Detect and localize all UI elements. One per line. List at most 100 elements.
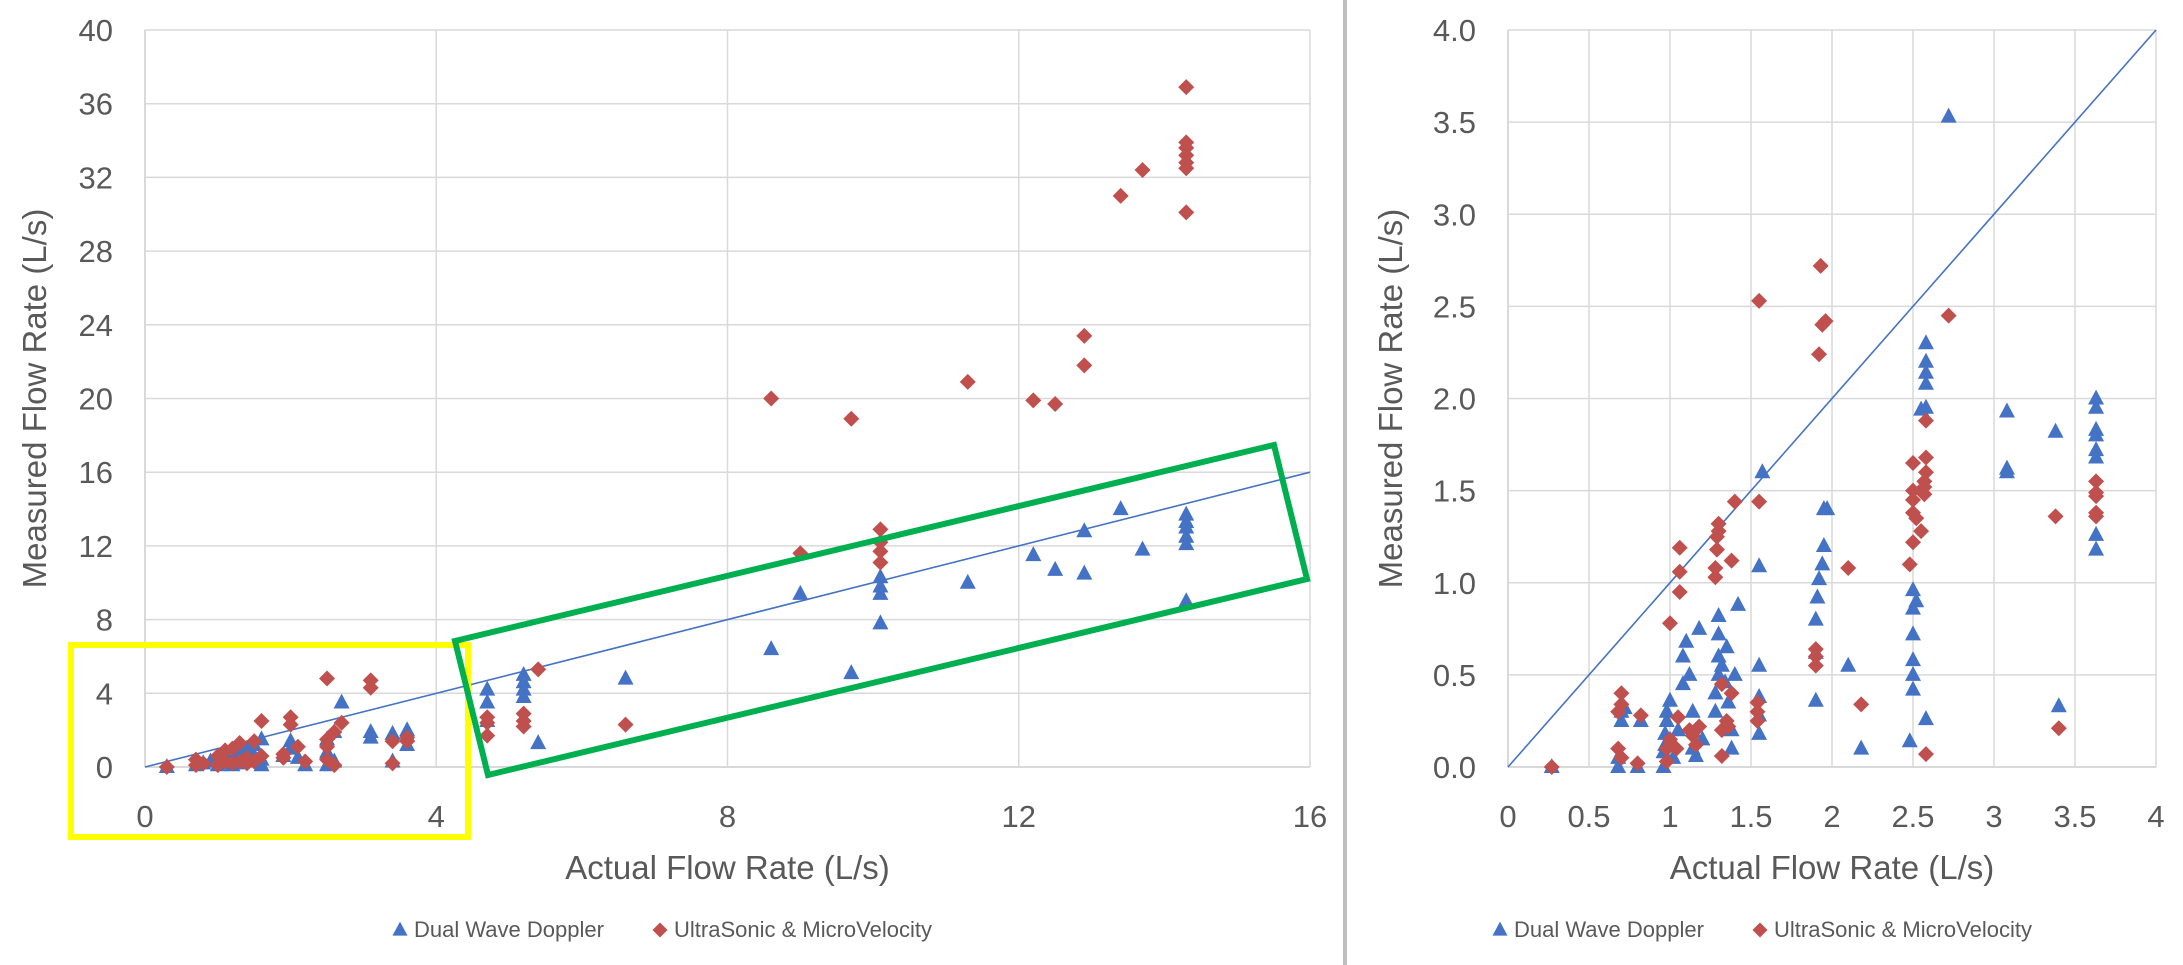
dual-wave-point (1707, 702, 1724, 718)
ultrasonic-point (1671, 583, 1688, 600)
x-tick-label: 4 (428, 799, 445, 834)
dual-wave-point (1674, 675, 1691, 691)
ultrasonic-point (479, 727, 496, 744)
x-tick-label: 2.5 (1891, 799, 1934, 834)
ultrasonic-point (1691, 718, 1708, 735)
dual-wave-point (1751, 724, 1768, 740)
ultrasonic-point (1811, 346, 1828, 363)
dual-wave-point (1613, 712, 1630, 727)
ultrasonic-point (289, 738, 306, 755)
y-tick-label: 3.5 (1433, 105, 1476, 140)
ultrasonic-point (1853, 696, 1870, 713)
highlight-low-flow-box (68, 642, 471, 840)
ultrasonic-point (282, 716, 299, 733)
legend-label-ultrasonic: UltraSonic & MicroVelocity (674, 917, 932, 942)
y-tick-label: 32 (79, 160, 113, 195)
ultrasonic-point (2088, 504, 2105, 521)
chart-low-range-zoom: 0.0 0.5 1.0 1.5 2.0 2.5 3.0 3.5 4.0 0 0.5 1 1.5 2 2.5… (1372, 13, 2165, 942)
dual-wave-point (479, 693, 496, 709)
ultrasonic-point (1905, 454, 1921, 471)
ultrasonic-point (1178, 79, 1195, 96)
dual-wave-point (479, 680, 496, 696)
dual-wave-point (515, 665, 532, 681)
y-tick-label: 0.0 (1433, 750, 1476, 785)
ultrasonic-point (1687, 736, 1704, 753)
ultrasonic-point (1817, 313, 1834, 330)
dual-wave-point (1076, 564, 1093, 580)
y-tick-label: 3.0 (1433, 197, 1476, 232)
dual-wave-point (1730, 595, 1747, 611)
legend-label-ultrasonic: UltraSonic & MicroVelocity (1774, 917, 2032, 942)
dual-wave-point (763, 640, 780, 656)
x-axis-title: Actual Flow Rate (L/s) (1670, 849, 1995, 886)
dual-wave-point (1718, 638, 1735, 654)
dual-wave-point (1670, 721, 1687, 737)
x-tick-labels: 0 4 8 12 16 (136, 799, 1327, 834)
dual-wave-point (1713, 656, 1730, 672)
y-tick-label: 0.5 (1433, 658, 1476, 693)
dual-wave-point (1684, 702, 1701, 718)
dual-wave-point (1726, 665, 1743, 681)
ultrasonic-point (1707, 569, 1724, 586)
dual-wave-point (1751, 656, 1768, 672)
dual-wave-point (1178, 592, 1195, 608)
ultrasonic-point (1723, 685, 1740, 702)
dual-wave-point (843, 664, 860, 680)
y-axis-title: Measured Flow Rate (L/s) (1372, 209, 1409, 589)
dual-wave-point (2088, 389, 2105, 405)
ultrasonic-point (1751, 292, 1768, 309)
dual-wave-point (1840, 656, 1857, 672)
legend-triangle-icon (1492, 921, 1508, 936)
dual-wave-point (1917, 334, 1934, 350)
dual-wave-point (362, 723, 379, 739)
dual-wave-point (2088, 441, 2105, 457)
ultrasonic-point (1940, 307, 1957, 324)
dual-wave-point (1905, 581, 1921, 597)
dual-wave-point (1076, 522, 1093, 538)
y-tick-label: 20 (79, 382, 113, 417)
ultrasonic-point (1807, 641, 1824, 658)
dual-wave-point (1905, 625, 1921, 641)
dual-wave-point (872, 577, 889, 593)
dual-wave-point (1940, 107, 1957, 123)
ultrasonic-point (1749, 712, 1766, 729)
dual-wave-point (1807, 610, 1824, 626)
ultrasonic-point (319, 670, 336, 687)
ultrasonic-point (1723, 552, 1740, 569)
dual-wave-point (1610, 758, 1627, 774)
data-markers (1543, 107, 2105, 775)
y-tick-label: 36 (79, 87, 113, 122)
y-tick-label: 0 (96, 750, 113, 785)
ultrasonic-point (399, 729, 416, 746)
dual-wave-point (1674, 647, 1691, 663)
legend-label-dual-wave: Dual Wave Doppler (414, 917, 604, 942)
ultrasonic-point (1749, 694, 1766, 711)
ultrasonic-point (2088, 473, 2105, 490)
dual-wave-point (1807, 691, 1824, 707)
dual-wave-point (1707, 684, 1724, 700)
ultrasonic-point (384, 733, 401, 750)
ultrasonic-point (530, 661, 547, 678)
ultrasonic-point (1025, 392, 1042, 409)
ultrasonic-point (1613, 696, 1630, 713)
dual-wave-point (1853, 739, 1870, 755)
ultrasonic-point (1613, 749, 1630, 766)
ultrasonic-point (1905, 534, 1921, 551)
x-tick-label: 16 (1293, 799, 1327, 834)
dual-wave-point (1687, 747, 1704, 762)
dual-wave-point (1814, 555, 1831, 571)
dual-wave-point (1917, 374, 1934, 390)
dual-wave-point (1905, 665, 1921, 681)
dual-wave-point (1901, 732, 1918, 748)
dual-wave-point (1691, 619, 1708, 635)
ultrasonic-point (1076, 327, 1093, 344)
ultrasonic-point (1543, 759, 1560, 775)
y-tick-label: 8 (96, 603, 113, 638)
x-tick-label: 8 (719, 799, 736, 834)
ultrasonic-point (872, 543, 889, 560)
y-tick-label: 1.0 (1433, 566, 1476, 601)
dual-wave-point (1112, 500, 1129, 516)
dual-wave-point (1917, 363, 1934, 379)
x-tick-label: 0 (1499, 799, 1516, 834)
x-tick-label: 1.5 (1729, 799, 1772, 834)
